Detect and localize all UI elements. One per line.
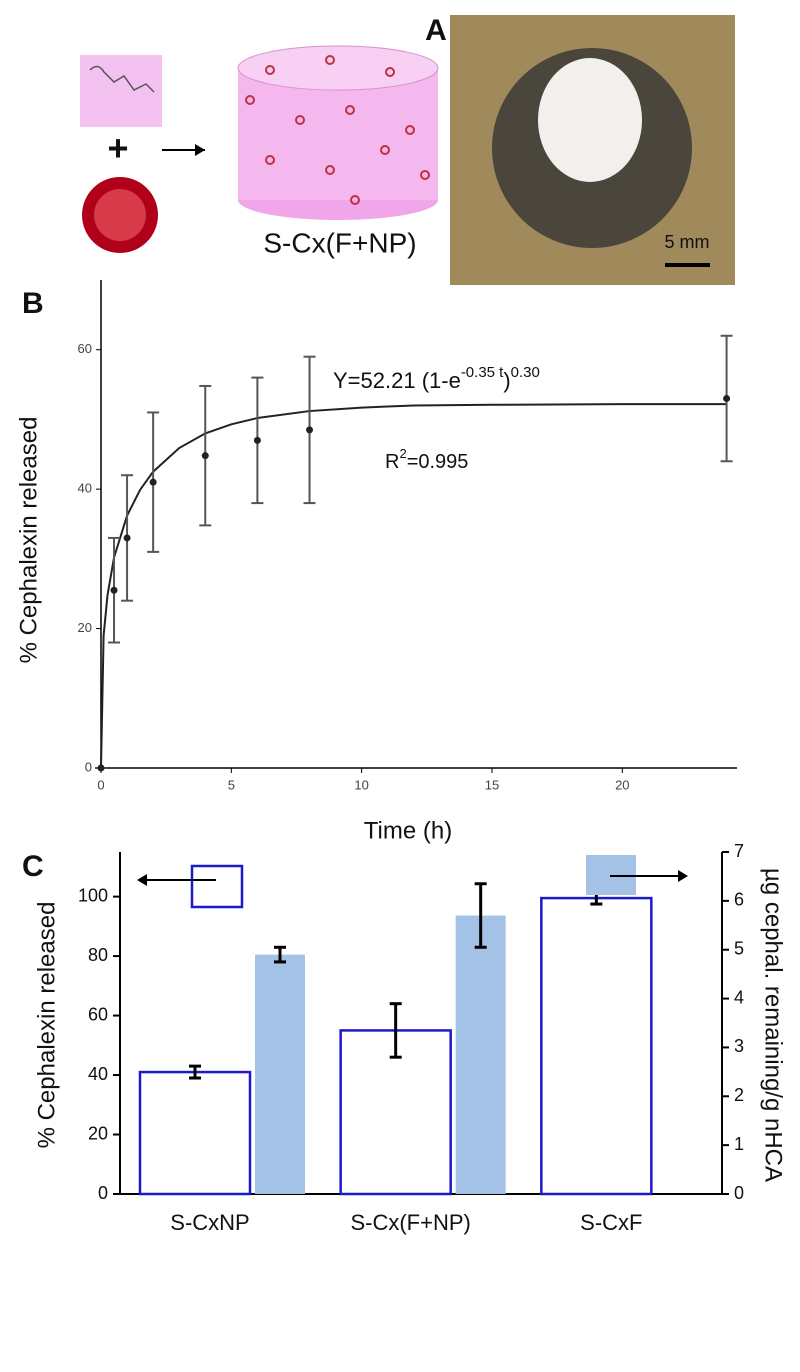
scaffold-top xyxy=(237,45,439,91)
data-point xyxy=(201,452,209,460)
bar xyxy=(455,915,506,1194)
panel-a: + S-Cx(F+NP) 5 mm A xyxy=(80,14,735,285)
molecule-box xyxy=(80,55,162,127)
x-tick-label: 5 xyxy=(228,777,235,792)
y-tick-label: 80 xyxy=(88,945,108,965)
x-tick-label: S-CxNP xyxy=(170,1210,249,1235)
x-tick-label: 10 xyxy=(354,777,368,792)
y2-axis-title: µg cephal. remaining/g nHCA xyxy=(760,868,787,1182)
bar xyxy=(138,1070,252,1196)
error-bar xyxy=(189,1064,201,1080)
y2-tick-label: 2 xyxy=(734,1085,744,1105)
y-tick-label: 60 xyxy=(78,341,92,356)
y-tick-label: 40 xyxy=(78,481,92,496)
y-tick-label: 0 xyxy=(98,1183,108,1203)
y-tick-label: 0 xyxy=(85,759,92,774)
y-tick-label: 20 xyxy=(88,1123,108,1143)
panel-label: A xyxy=(425,14,447,47)
bar xyxy=(540,896,653,1196)
arrow-head xyxy=(195,144,205,156)
data-point xyxy=(723,395,731,403)
y2-tick-label: 3 xyxy=(734,1036,744,1056)
error-bar xyxy=(389,1002,402,1059)
y2-tick-label: 0 xyxy=(734,1183,744,1203)
legend-marker xyxy=(190,864,244,909)
equation-part: 0.30 xyxy=(511,364,540,381)
r2-part: R xyxy=(385,451,399,473)
error-bar xyxy=(274,945,286,964)
y2-tick-label: 6 xyxy=(734,890,744,910)
y-tick-label: 40 xyxy=(88,1064,108,1084)
x-axis-title: Time (h) xyxy=(364,817,452,844)
error-bar xyxy=(474,882,487,949)
plus: + xyxy=(107,128,128,169)
scaffold-particles xyxy=(245,55,430,205)
r2-part: 2 xyxy=(399,446,406,461)
y-tick-label: 100 xyxy=(78,885,108,905)
x-tick-label: S-Cx(F+NP) xyxy=(350,1210,470,1235)
x-tick-label: 0 xyxy=(97,777,104,792)
x-tick-label: 20 xyxy=(615,777,629,792)
y2-tick-label: 4 xyxy=(734,987,744,1007)
product-label: S-Cx(F+NP) xyxy=(263,227,416,258)
y-axis-title: % Cephalexin released xyxy=(15,417,42,664)
y-tick-label: 60 xyxy=(88,1004,108,1024)
molecule xyxy=(89,65,155,93)
y2-tick-label: 1 xyxy=(734,1134,744,1154)
x-tick-label: 15 xyxy=(485,777,499,792)
y2-tick-label: 7 xyxy=(734,841,744,861)
data-point xyxy=(149,478,157,486)
equation-part: Y=52.21 (1-e xyxy=(333,368,461,393)
r2-part: =0.995 xyxy=(407,451,469,473)
equation-part: ) xyxy=(503,368,510,393)
x-tick-label: S-CxF xyxy=(580,1210,642,1235)
data-point xyxy=(253,436,261,444)
data-point xyxy=(110,586,118,594)
y-axis-title: % Cephalexin released xyxy=(33,902,60,1149)
data-point xyxy=(97,764,105,772)
data-point xyxy=(123,534,131,542)
y-tick-label: 20 xyxy=(78,620,92,635)
equation-part: -0.35 t xyxy=(461,364,504,381)
scale-bar-label: 5 mm xyxy=(665,232,710,252)
bar xyxy=(255,954,305,1194)
data-point xyxy=(306,426,314,434)
legend-arrow-head xyxy=(137,874,147,886)
panel-label: B xyxy=(22,287,44,320)
r-squared: R2=0.995 xyxy=(385,446,468,473)
y2-tick-label: 5 xyxy=(734,938,744,958)
legend-arrow-head xyxy=(678,870,688,882)
scaffold-photo xyxy=(538,58,642,182)
nanoparticle-core xyxy=(94,189,146,241)
panel-label: C xyxy=(22,850,44,883)
fit-equation: Y=52.21 (1-e-0.35 t)0.30 xyxy=(333,364,540,393)
